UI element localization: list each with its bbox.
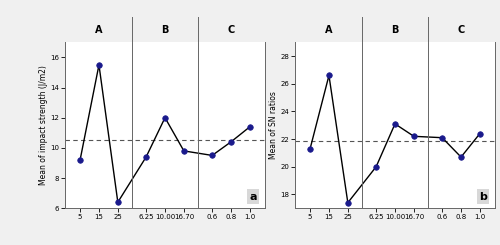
Text: B: B [162,25,168,35]
Text: b: b [479,192,487,202]
Text: C: C [458,25,464,35]
Text: A: A [95,25,102,35]
Y-axis label: Mean of SN ratios: Mean of SN ratios [268,91,278,159]
Text: A: A [325,25,332,35]
Y-axis label: Mean of impact strength (J/m2): Mean of impact strength (J/m2) [38,65,48,185]
Text: a: a [250,192,257,202]
Text: C: C [228,25,234,35]
Text: B: B [392,25,398,35]
